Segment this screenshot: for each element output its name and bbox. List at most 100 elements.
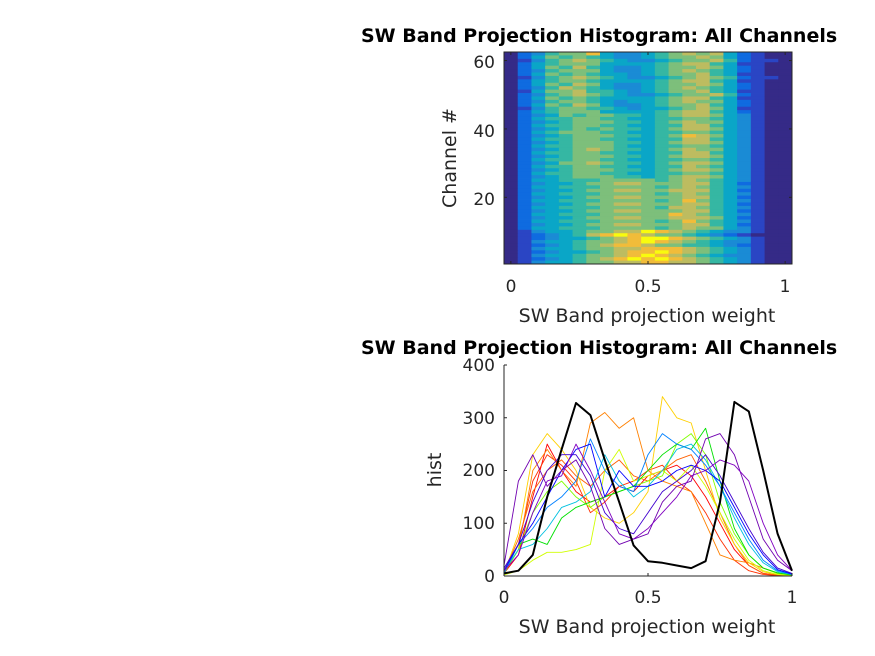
heatmap-cell — [654, 130, 669, 135]
heatmap-cell — [545, 134, 560, 138]
heatmap-cell — [531, 212, 546, 217]
heatmap-cell — [600, 62, 615, 67]
heatmap-cell — [750, 123, 765, 128]
heatmap-cell — [737, 93, 752, 97]
heatmap-cell — [709, 151, 724, 155]
heatmap-cell — [558, 158, 573, 162]
heatmap-cell — [696, 123, 711, 128]
heatmap-cell — [737, 75, 752, 80]
heatmap-cell — [641, 93, 656, 97]
heatmap-cell — [531, 69, 546, 73]
heatmap-cell — [641, 116, 656, 121]
heatmap-cell — [613, 154, 628, 159]
heatmap-cell — [709, 120, 724, 125]
heatmap-cell — [750, 116, 765, 121]
heatmap-cell — [750, 257, 765, 261]
heatmap-cell — [531, 250, 546, 255]
heatmap-cell — [586, 171, 601, 176]
heatmap-cell — [709, 175, 724, 179]
heatmap-cell — [558, 161, 573, 166]
heatmap-cell — [613, 140, 628, 145]
heatmap-cell — [600, 209, 615, 214]
heatmap-cell — [572, 151, 587, 155]
heatmap-cell — [682, 243, 697, 248]
heatmap-cell — [750, 253, 765, 258]
heatmap-cell — [572, 89, 587, 94]
heatmap-cell — [723, 147, 738, 152]
heatmap-cell — [504, 253, 519, 258]
heatmap-xlabel: SW Band projection weight — [519, 305, 776, 327]
heatmap-cell — [545, 222, 560, 227]
heatmap-cell — [572, 178, 587, 183]
heatmap-cell — [737, 144, 752, 149]
heatmap-cell — [682, 233, 697, 238]
heatmap-cell — [545, 58, 560, 63]
heatmap-cell — [531, 222, 546, 227]
heatmap-cell — [709, 103, 724, 108]
heatmap-cell — [750, 58, 765, 63]
heatmap-cell — [600, 205, 615, 210]
heatmap-cell — [682, 72, 697, 77]
heatmap-cell — [750, 79, 765, 84]
heatmap-cell — [778, 137, 793, 142]
heatmap-cell — [737, 69, 752, 73]
heatmap-cell — [572, 75, 587, 80]
heatmap-cell — [723, 82, 738, 87]
heatmap-cell — [586, 86, 601, 91]
heatmap-cell — [682, 75, 697, 80]
heatmap-cell — [764, 144, 779, 149]
heatmap-cell — [572, 219, 587, 224]
heatmap-cell — [750, 236, 765, 241]
heatmap-cell — [504, 243, 519, 248]
heatmap-cell — [654, 113, 669, 118]
heatmap-cell — [627, 113, 642, 118]
heatmap-cell — [504, 257, 519, 261]
heatmap-cell — [517, 205, 532, 210]
heatmap-cell — [545, 82, 560, 87]
heatmap-cell — [654, 120, 669, 125]
heatmap-cell — [723, 195, 738, 200]
heatmap-cell — [682, 158, 697, 162]
heatmap-cell — [627, 253, 642, 258]
heatmap-cell — [531, 110, 546, 114]
heatmap-cell — [531, 219, 546, 224]
heatmap-cell — [627, 110, 642, 114]
heatmap-cell — [750, 205, 765, 210]
series-line-ch-yellow-2 — [503, 448, 793, 576]
heatmap-cell — [682, 192, 697, 197]
heatmap-cell — [545, 154, 560, 159]
heatmap-cell — [517, 257, 532, 261]
heatmap-cell — [778, 82, 793, 87]
heatmap-cell — [696, 134, 711, 138]
heatmap-cell — [778, 212, 793, 217]
heatmap-cell — [723, 164, 738, 169]
heatmap-cell — [737, 106, 752, 111]
heatmap-cell — [558, 113, 573, 118]
heatmap-cell — [723, 246, 738, 251]
heatmap-cell — [531, 161, 546, 166]
heatmap-cell — [517, 243, 532, 248]
heatmap-cell — [764, 86, 779, 91]
heatmap-cell — [723, 219, 738, 224]
heatmap-cell — [778, 229, 793, 234]
heatmap-cell — [778, 110, 793, 114]
heatmap-cell — [517, 55, 532, 60]
heatmap-cell — [545, 164, 560, 169]
heatmap-cell — [764, 175, 779, 179]
heatmap-cell — [696, 171, 711, 176]
heatmap-cell — [545, 199, 560, 203]
heatmap-cell — [668, 219, 683, 224]
heatmap-cell — [627, 62, 642, 67]
heatmap-cell — [750, 161, 765, 166]
heatmap-cell — [778, 205, 793, 210]
heatmap-cell — [613, 188, 628, 193]
heatmap-cell — [517, 65, 532, 70]
heatmap-cell — [778, 55, 793, 60]
heatmap-cell — [572, 140, 587, 145]
heatmap-cell — [750, 243, 765, 248]
heatmap-cell — [682, 202, 697, 207]
heatmap-cell — [654, 209, 669, 214]
heatmap-cell — [696, 246, 711, 251]
heatmap-cell — [723, 72, 738, 77]
heatmap-cell — [750, 55, 765, 60]
